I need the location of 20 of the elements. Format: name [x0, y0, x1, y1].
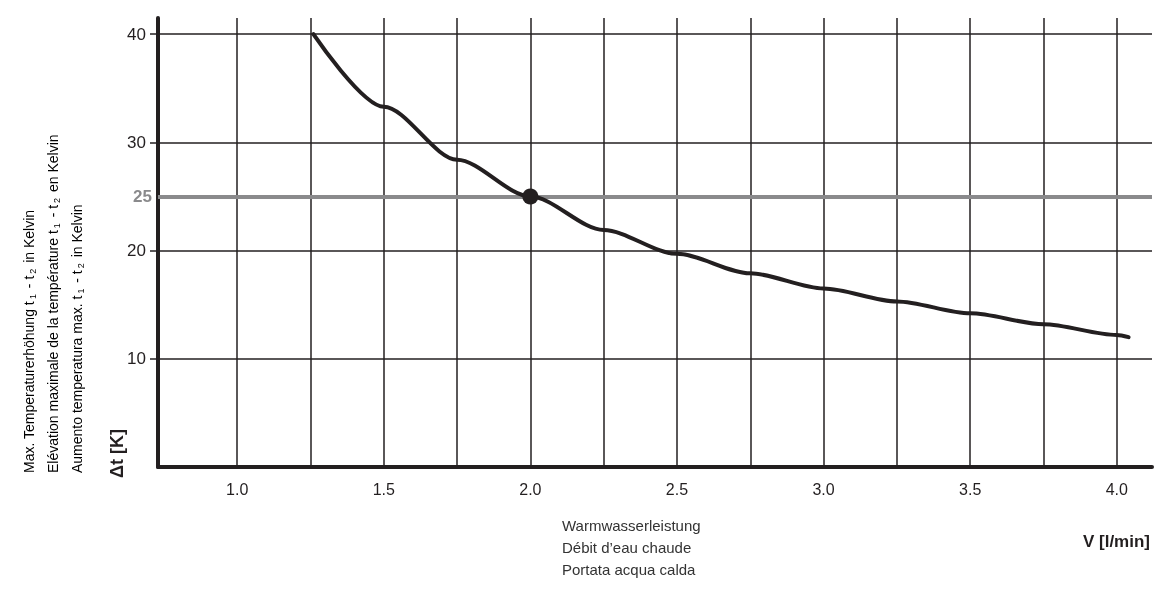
- x-axis-title: V [l/min]: [1082, 532, 1151, 551]
- y-axis-title: Δt [K]: [107, 429, 127, 478]
- x-tick-label: 1.5: [372, 480, 395, 498]
- text: Aumento temperatura max. t1 - t2 in Kelvin: [68, 204, 86, 473]
- x-tick-label: 2.5: [665, 480, 689, 498]
- ref-line-label: 25: [133, 187, 152, 207]
- y-tick-label: 40: [127, 24, 146, 44]
- x-tick-label: 1.0: [226, 480, 249, 498]
- x-tick-label: 3.5: [959, 480, 982, 498]
- text: Débit d’eau chaude: [562, 539, 692, 556]
- y-tick-label: 30: [127, 132, 146, 152]
- y-tick-label: 10: [127, 349, 146, 369]
- y-tick-label: 20: [127, 241, 146, 261]
- x-tick-label: 3.0: [812, 480, 835, 498]
- text: Portata acqua calda: [562, 561, 697, 578]
- text: Max. Temperaturerhöhung t1 - t2 in Kelvin: [20, 209, 38, 473]
- text: Elévation maximale de la température t1 - t2 en Kelvin: [44, 134, 62, 473]
- text: Warmwasserleistung: [562, 517, 701, 534]
- x-tick-label: 4.0: [1105, 480, 1129, 498]
- x-tick-label: 2.0: [519, 480, 542, 498]
